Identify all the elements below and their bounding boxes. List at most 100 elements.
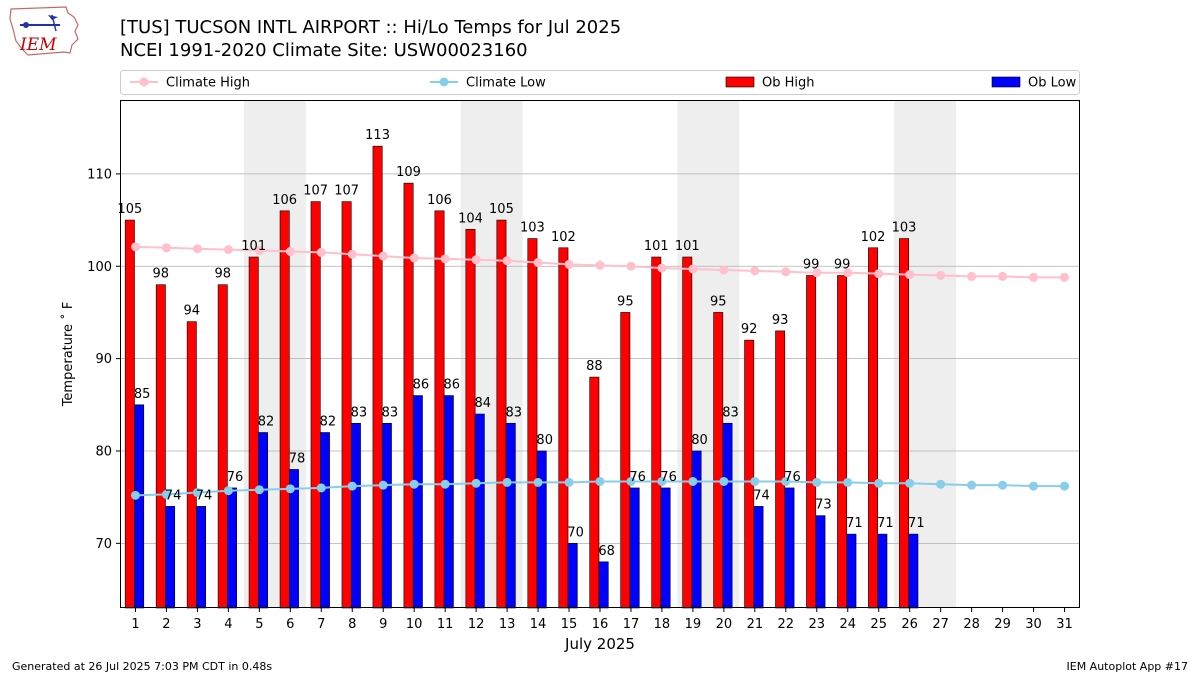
climate-low-point-10 xyxy=(409,479,419,489)
climate-high-point-27 xyxy=(936,270,946,280)
x-tick-label-19: 19 xyxy=(685,617,702,632)
x-tick-label-10: 10 xyxy=(406,617,423,632)
x-tick-label-15: 15 xyxy=(561,617,578,632)
ob-high-bar-12 xyxy=(465,229,476,609)
ob-high-label-7: 107 xyxy=(303,184,328,199)
climate-high-point-19 xyxy=(688,264,698,274)
ob-high-bar-3 xyxy=(186,321,197,609)
ob-low-bar-21 xyxy=(753,506,764,609)
climate-low-point-20 xyxy=(719,476,729,486)
ob-low-label-25: 71 xyxy=(877,516,894,531)
ob-high-label-23: 99 xyxy=(803,257,820,272)
y-tick-label-80: 80 xyxy=(95,444,112,459)
legend-climate-high-marker xyxy=(139,77,149,87)
x-tick-label-31: 31 xyxy=(1056,617,1073,632)
ob-high-bar-24 xyxy=(837,275,848,609)
ob-high-bar-18 xyxy=(651,256,662,609)
climate-high-point-1 xyxy=(130,242,140,252)
climate-low-point-22 xyxy=(781,476,791,486)
x-tick-label-26: 26 xyxy=(901,617,918,632)
climate-high-point-26 xyxy=(905,270,915,280)
ob-low-bar-13 xyxy=(505,422,516,609)
ob-low-bar-24 xyxy=(846,533,857,609)
ob-low-label-26: 71 xyxy=(908,516,925,531)
x-tick-label-1: 1 xyxy=(131,617,139,632)
ob-low-label-18: 76 xyxy=(660,470,677,485)
iem-logo-text: IEM xyxy=(19,35,57,55)
ob-low-label-8: 83 xyxy=(351,405,368,420)
legend-ob-high-swatch xyxy=(725,76,755,88)
climate-low-point-26 xyxy=(905,478,915,488)
climate-low-point-11 xyxy=(440,479,450,489)
climate-high-point-9 xyxy=(378,251,388,261)
ob-low-label-4: 76 xyxy=(227,470,244,485)
climate-high-point-8 xyxy=(347,249,357,259)
ob-high-bar-9 xyxy=(372,145,383,609)
ob-low-label-2: 74 xyxy=(165,488,182,503)
climate-low-point-9 xyxy=(378,480,388,490)
ob-high-label-11: 106 xyxy=(427,193,452,208)
climate-high-point-2 xyxy=(161,243,171,253)
ob-low-label-20: 83 xyxy=(722,405,739,420)
app-credit: IEM Autoplot App #17 xyxy=(1066,660,1189,673)
ob-high-label-8: 107 xyxy=(334,184,359,199)
climate-low-point-29 xyxy=(998,480,1008,490)
ob-low-label-12: 84 xyxy=(475,396,492,411)
ob-high-label-24: 99 xyxy=(834,257,851,272)
climate-high-point-5 xyxy=(254,246,264,256)
climate-high-point-18 xyxy=(657,263,667,273)
ob-low-bar-12 xyxy=(474,413,485,609)
climate-low-point-4 xyxy=(223,486,233,496)
ob-high-label-17: 95 xyxy=(617,294,634,309)
ob-low-bar-20 xyxy=(722,422,733,609)
climate-high-point-16 xyxy=(595,260,605,270)
ob-low-label-3: 74 xyxy=(196,488,213,503)
x-tick-label-7: 7 xyxy=(317,617,325,632)
legend-climate-low-marker xyxy=(439,77,449,87)
ob-low-bar-4 xyxy=(227,487,237,609)
ob-low-bar-9 xyxy=(381,422,392,609)
ob-high-label-3: 94 xyxy=(184,304,201,319)
ob-low-label-24: 71 xyxy=(846,516,863,531)
ob-low-bar-7 xyxy=(319,432,330,609)
ob-high-label-5: 101 xyxy=(241,239,266,254)
legend-climate-low-label: Climate Low xyxy=(466,76,546,91)
climate-low-point-3 xyxy=(192,488,202,498)
chart-title: [TUS] TUCSON INTL AIRPORT :: Hi/Lo Temps… xyxy=(120,17,622,38)
climate-low-point-18 xyxy=(657,476,667,486)
ob-high-label-19: 101 xyxy=(675,239,700,254)
x-tick-label-6: 6 xyxy=(286,617,294,632)
x-tick-label-21: 21 xyxy=(747,617,764,632)
ob-high-label-13: 105 xyxy=(489,202,514,217)
iem-logo: IEM xyxy=(8,5,82,63)
ob-low-label-23: 73 xyxy=(815,498,832,513)
legend-ob-low-label: Ob Low xyxy=(1028,76,1077,91)
ob-high-label-10: 109 xyxy=(396,165,421,180)
climate-high-point-7 xyxy=(316,247,326,257)
ob-low-label-15: 70 xyxy=(567,525,584,540)
ob-high-bar-25 xyxy=(868,247,879,609)
x-tick-label-24: 24 xyxy=(839,617,856,632)
x-tick-label-9: 9 xyxy=(379,617,387,632)
x-tick-label-4: 4 xyxy=(224,617,232,632)
x-tick-label-29: 29 xyxy=(994,617,1011,632)
ob-high-bar-20 xyxy=(713,312,724,609)
ob-high-label-21: 92 xyxy=(741,322,758,337)
climate-high-point-25 xyxy=(874,269,884,279)
x-tick-label-2: 2 xyxy=(162,617,170,632)
climate-high-point-6 xyxy=(285,246,295,256)
climate-low-point-25 xyxy=(874,478,884,488)
climate-high-point-30 xyxy=(1029,272,1039,282)
ob-high-bar-5 xyxy=(248,256,259,609)
x-tick-label-17: 17 xyxy=(623,617,640,632)
x-tick-label-25: 25 xyxy=(870,617,887,632)
climate-low-point-31 xyxy=(1060,481,1070,491)
generated-timestamp: Generated at 26 Jul 2025 7:03 PM CDT in … xyxy=(12,660,273,673)
climate-low-point-2 xyxy=(161,489,171,499)
climate-high-point-10 xyxy=(409,253,419,263)
x-tick-label-30: 30 xyxy=(1025,617,1042,632)
ob-high-label-6: 106 xyxy=(272,193,297,208)
climate-high-point-14 xyxy=(533,258,543,268)
climate-low-point-15 xyxy=(564,477,574,487)
ob-low-bar-8 xyxy=(350,422,361,609)
